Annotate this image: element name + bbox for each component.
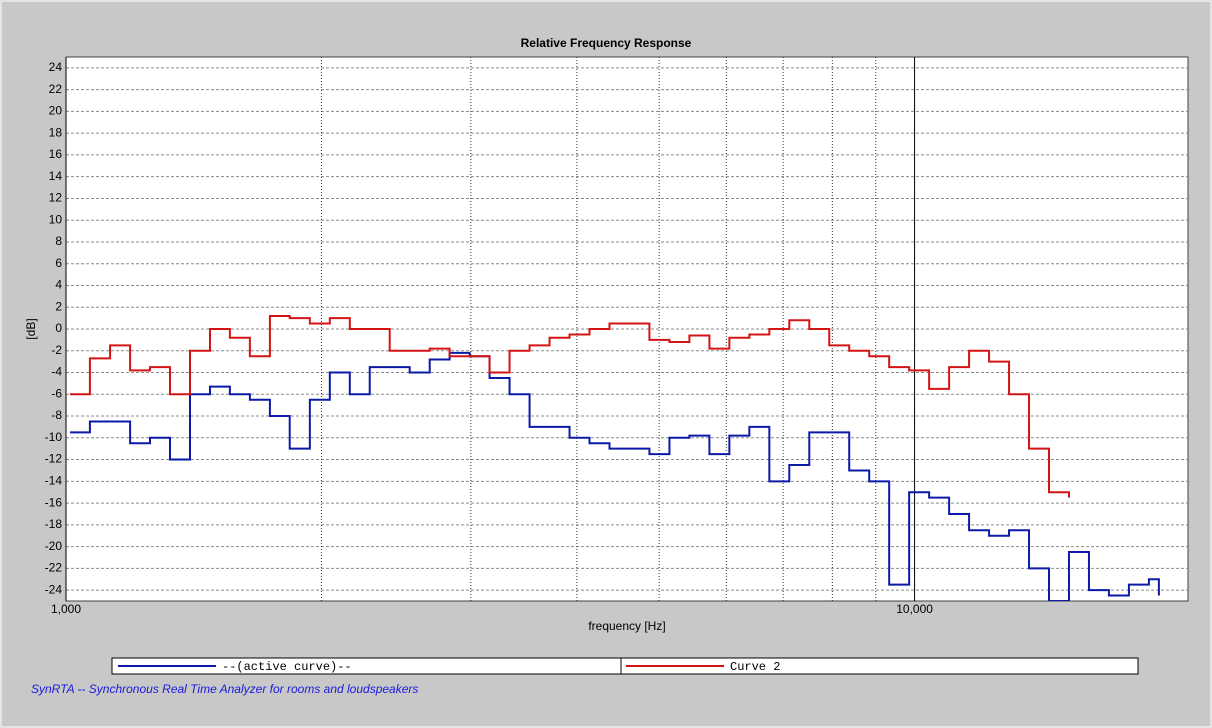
series-line (70, 314, 1070, 498)
x-tick-label: 10,000 (896, 602, 933, 616)
y-tick-label: -14 (45, 473, 63, 487)
y-tick-label: 12 (49, 191, 63, 205)
y-tick-label: 16 (49, 147, 63, 161)
y-axis-label: [dB] (24, 318, 38, 339)
y-tick-label: -22 (45, 561, 63, 575)
y-tick-label: 10 (49, 212, 63, 226)
y-tick-label: -10 (45, 430, 63, 444)
legend (111, 657, 1139, 675)
y-tick-label: -6 (51, 386, 62, 400)
chart-title: Relative Frequency Response (521, 36, 692, 50)
y-tick-label: 6 (55, 256, 62, 270)
y-tick-label: 4 (55, 278, 62, 292)
series-group (70, 314, 1160, 601)
x-tick-label: 1,000 (51, 602, 81, 616)
series-line (70, 351, 1160, 601)
legend-label: --(active curve)-- (222, 660, 352, 674)
y-tick-label: 14 (49, 169, 63, 183)
y-tick-label: -16 (45, 495, 63, 509)
y-tick-label: 8 (55, 234, 62, 248)
y-tick-label: 24 (49, 60, 63, 74)
y-tick-label: -2 (51, 343, 62, 357)
y-tick-label: 2 (55, 299, 62, 313)
y-tick-label: 22 (49, 82, 63, 96)
x-axis-label: frequency [Hz] (588, 619, 665, 633)
grid (65, 57, 1188, 601)
y-tick-label: 0 (55, 321, 62, 335)
y-tick-label: -12 (45, 452, 63, 466)
y-tick-label: -20 (45, 539, 63, 553)
y-tick-label: -24 (45, 582, 63, 596)
legend-label: Curve 2 (730, 660, 780, 674)
y-tick-label: -8 (51, 408, 62, 422)
y-tick-label: 18 (49, 125, 63, 139)
y-tick-label: 20 (49, 104, 63, 118)
y-tick-label: -18 (45, 517, 63, 531)
footer-text: SynRTA -- Synchronous Real Time Analyzer… (31, 682, 418, 696)
y-tick-label: -4 (51, 365, 62, 379)
